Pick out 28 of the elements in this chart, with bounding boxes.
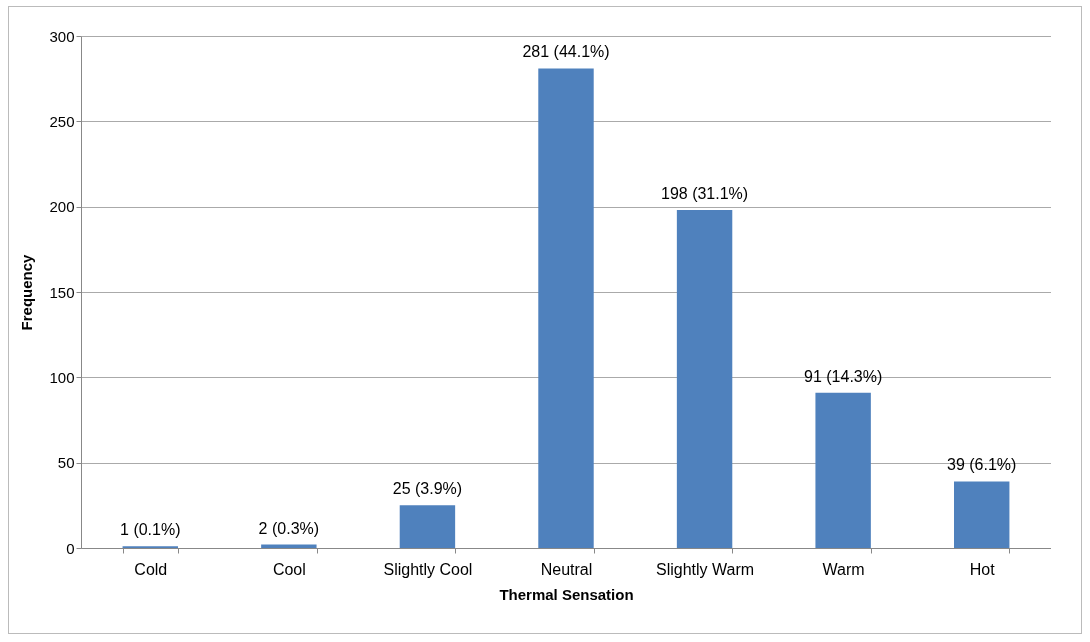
y-tick-label: 300: [49, 27, 75, 45]
bar: [538, 68, 594, 548]
x-tick-label: Neutral: [540, 560, 593, 578]
y-tick-label: 50: [57, 454, 75, 472]
data-label: 39 (6.1%): [947, 456, 1017, 474]
x-tick-label: Hot: [969, 560, 996, 578]
data-label: 281 (44.1%): [522, 43, 610, 61]
data-label: 2 (0.3%): [258, 519, 320, 537]
y-axis-title: Frequency: [18, 253, 36, 331]
y-tick-label: 150: [49, 283, 75, 301]
x-tick-label: Cool: [272, 560, 306, 578]
data-label: 1 (0.1%): [120, 521, 181, 539]
x-axis-title: Thermal Sensation: [499, 585, 634, 603]
bar: [676, 210, 733, 548]
x-tick-label: Slightly Cool: [383, 560, 473, 578]
bar: [954, 481, 1010, 548]
bar: [815, 392, 871, 548]
data-label: 25 (3.9%): [392, 480, 463, 498]
data-label: 198 (31.1%): [660, 185, 749, 203]
y-tick-label: 250: [49, 112, 75, 130]
y-tick-label: 0: [66, 539, 75, 557]
x-tick-label: Warm: [822, 560, 865, 578]
x-tick-label: Cold: [134, 560, 168, 578]
x-tick-label: Slightly Warm: [656, 560, 755, 578]
bar: [399, 505, 456, 548]
data-label: 91 (14.3%): [804, 367, 883, 385]
y-tick-label: 200: [49, 198, 75, 216]
y-tick-label: 100: [49, 368, 75, 386]
